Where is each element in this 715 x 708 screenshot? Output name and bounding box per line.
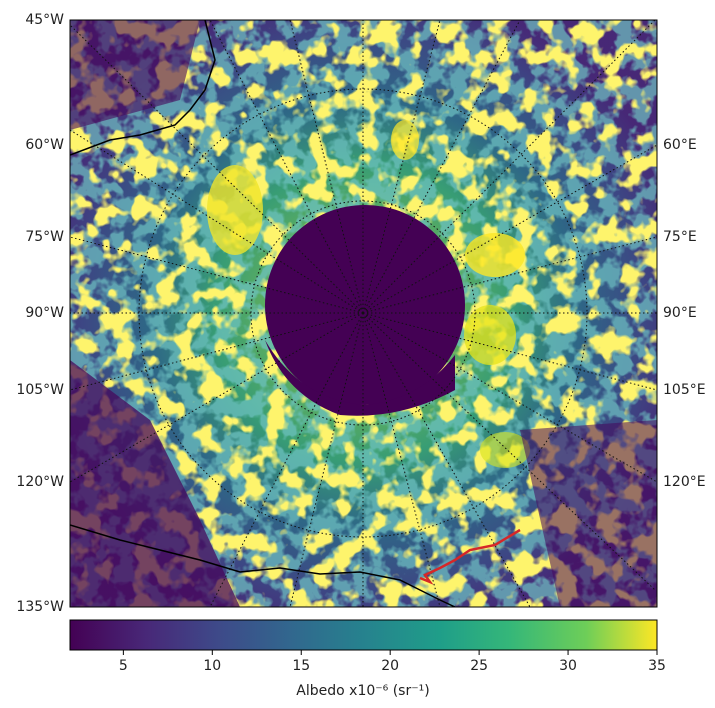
lon-label: 120°E xyxy=(663,474,706,490)
colorbar-tick-label: 25 xyxy=(470,658,488,674)
colorbar-label: Albedo x10⁻⁶ (sr⁻¹) xyxy=(296,683,429,699)
lon-label: 105°E xyxy=(663,382,706,398)
lon-label: 75°W xyxy=(25,229,64,245)
colorbar-tick-label: 35 xyxy=(648,658,666,674)
map-image xyxy=(70,20,657,607)
colorbar-tick-label: 10 xyxy=(203,658,221,674)
lon-label: 60°W xyxy=(25,137,64,153)
lon-label: 75°E xyxy=(663,229,697,245)
lon-label: 120°W xyxy=(16,474,64,490)
lon-label: 105°W xyxy=(16,382,64,398)
lon-label: 135°W xyxy=(16,599,64,615)
lon-label: 90°W xyxy=(25,305,64,321)
colorbar-tick-label: 5 xyxy=(119,658,128,674)
colorbar-tick-label: 30 xyxy=(559,658,577,674)
lon-label: 45°W xyxy=(25,12,64,28)
colorbar xyxy=(70,620,657,650)
lon-label: 90°E xyxy=(663,305,697,321)
lon-label: 60°E xyxy=(663,137,697,153)
map-figure: Albedo x10⁻⁶ (sr⁻¹) 45°W 60°W 75°W 90°W 105°… xyxy=(0,0,715,704)
colorbar-tick-label: 20 xyxy=(381,658,399,674)
colorbar-tick-label: 15 xyxy=(292,658,310,674)
